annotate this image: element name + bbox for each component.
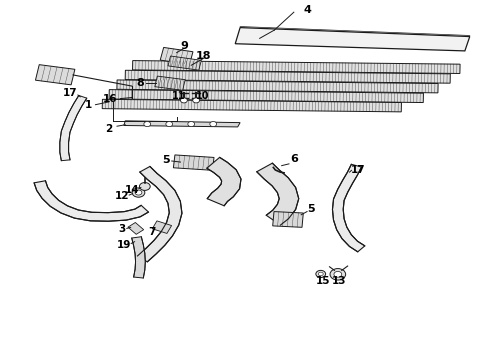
Circle shape: [316, 270, 326, 278]
Circle shape: [132, 188, 145, 197]
Polygon shape: [160, 48, 193, 64]
Text: 2: 2: [105, 124, 113, 134]
Text: 13: 13: [332, 276, 346, 286]
Polygon shape: [124, 121, 240, 127]
Text: 16: 16: [103, 94, 118, 104]
Text: 5: 5: [307, 204, 315, 215]
Polygon shape: [35, 65, 75, 85]
Polygon shape: [128, 222, 144, 234]
Text: 6: 6: [290, 154, 298, 164]
Polygon shape: [117, 80, 438, 93]
Polygon shape: [257, 163, 299, 225]
Polygon shape: [102, 99, 401, 112]
Text: 7: 7: [148, 227, 156, 237]
Text: 5: 5: [162, 155, 170, 165]
Polygon shape: [152, 221, 171, 233]
Text: 1: 1: [85, 100, 92, 110]
Text: 4: 4: [304, 5, 312, 15]
Circle shape: [334, 271, 342, 277]
Circle shape: [140, 183, 150, 190]
Polygon shape: [132, 237, 146, 278]
Polygon shape: [168, 56, 201, 70]
Polygon shape: [125, 70, 450, 83]
Polygon shape: [34, 181, 148, 221]
Text: 8: 8: [136, 78, 144, 88]
Polygon shape: [273, 212, 303, 227]
Text: 10: 10: [196, 91, 209, 101]
Polygon shape: [155, 76, 185, 90]
Polygon shape: [207, 157, 241, 206]
Text: 12: 12: [115, 191, 129, 201]
Circle shape: [144, 122, 151, 127]
Text: 9: 9: [180, 41, 188, 50]
Text: 14: 14: [124, 185, 139, 195]
Text: 17: 17: [63, 88, 78, 98]
Circle shape: [210, 122, 217, 127]
Circle shape: [318, 272, 323, 276]
Polygon shape: [132, 60, 460, 73]
Text: 15: 15: [316, 276, 330, 286]
Text: 19: 19: [117, 240, 131, 250]
Text: 18: 18: [196, 50, 211, 60]
Polygon shape: [138, 166, 182, 262]
Text: 17: 17: [351, 165, 366, 175]
Circle shape: [188, 122, 195, 127]
Circle shape: [180, 98, 187, 103]
Polygon shape: [109, 90, 423, 103]
Circle shape: [330, 269, 345, 280]
Polygon shape: [235, 28, 470, 51]
Text: 11: 11: [172, 91, 185, 101]
Circle shape: [166, 122, 172, 127]
Polygon shape: [332, 164, 365, 252]
Text: 3: 3: [118, 225, 125, 234]
Circle shape: [193, 98, 199, 103]
Polygon shape: [173, 155, 214, 170]
Circle shape: [135, 190, 142, 195]
Polygon shape: [60, 95, 87, 161]
